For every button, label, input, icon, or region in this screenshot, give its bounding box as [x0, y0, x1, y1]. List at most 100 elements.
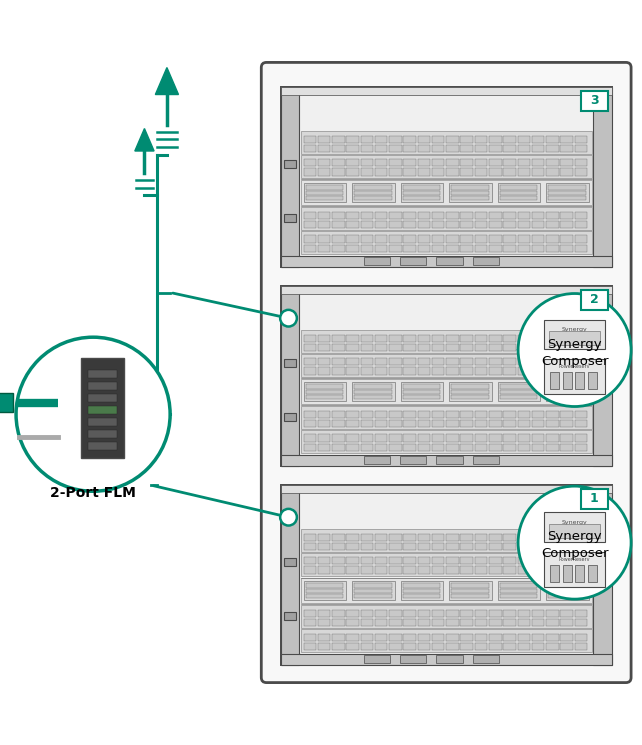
FancyBboxPatch shape: [517, 235, 530, 243]
FancyBboxPatch shape: [281, 485, 612, 493]
FancyBboxPatch shape: [546, 443, 559, 451]
FancyBboxPatch shape: [575, 420, 587, 427]
FancyBboxPatch shape: [304, 434, 316, 442]
FancyBboxPatch shape: [546, 335, 559, 342]
FancyBboxPatch shape: [548, 196, 586, 200]
FancyBboxPatch shape: [389, 367, 402, 375]
FancyBboxPatch shape: [546, 168, 559, 176]
FancyBboxPatch shape: [489, 542, 501, 550]
FancyBboxPatch shape: [318, 358, 331, 366]
FancyBboxPatch shape: [332, 609, 345, 617]
FancyBboxPatch shape: [361, 542, 373, 550]
FancyBboxPatch shape: [418, 212, 430, 219]
FancyBboxPatch shape: [318, 566, 331, 574]
FancyBboxPatch shape: [560, 343, 573, 351]
FancyBboxPatch shape: [587, 565, 596, 582]
FancyBboxPatch shape: [304, 335, 316, 342]
FancyBboxPatch shape: [87, 381, 117, 390]
FancyBboxPatch shape: [489, 145, 501, 152]
FancyBboxPatch shape: [560, 566, 573, 574]
FancyBboxPatch shape: [563, 565, 572, 582]
FancyBboxPatch shape: [503, 410, 516, 418]
FancyBboxPatch shape: [346, 533, 359, 541]
FancyBboxPatch shape: [418, 145, 430, 152]
FancyBboxPatch shape: [546, 212, 559, 219]
FancyBboxPatch shape: [489, 533, 501, 541]
FancyBboxPatch shape: [449, 382, 492, 402]
FancyBboxPatch shape: [332, 643, 345, 650]
FancyBboxPatch shape: [432, 410, 444, 418]
FancyBboxPatch shape: [375, 410, 387, 418]
FancyBboxPatch shape: [403, 343, 416, 351]
FancyBboxPatch shape: [499, 390, 537, 394]
FancyBboxPatch shape: [532, 367, 544, 375]
FancyBboxPatch shape: [281, 256, 612, 267]
FancyBboxPatch shape: [503, 443, 516, 451]
FancyBboxPatch shape: [389, 542, 402, 550]
FancyBboxPatch shape: [363, 656, 390, 663]
FancyBboxPatch shape: [375, 542, 387, 550]
FancyBboxPatch shape: [318, 136, 331, 142]
FancyBboxPatch shape: [575, 372, 584, 390]
FancyBboxPatch shape: [300, 155, 592, 178]
FancyBboxPatch shape: [346, 159, 359, 166]
FancyBboxPatch shape: [593, 286, 612, 466]
FancyBboxPatch shape: [549, 524, 600, 538]
FancyBboxPatch shape: [389, 420, 402, 427]
FancyBboxPatch shape: [575, 335, 587, 342]
FancyBboxPatch shape: [432, 159, 444, 166]
FancyBboxPatch shape: [546, 533, 559, 541]
FancyBboxPatch shape: [517, 221, 530, 228]
FancyBboxPatch shape: [575, 542, 587, 550]
FancyBboxPatch shape: [418, 566, 430, 574]
FancyBboxPatch shape: [403, 367, 416, 375]
FancyBboxPatch shape: [375, 145, 387, 152]
FancyBboxPatch shape: [300, 529, 592, 552]
FancyBboxPatch shape: [498, 581, 541, 600]
FancyBboxPatch shape: [532, 420, 544, 427]
FancyBboxPatch shape: [304, 443, 316, 451]
FancyBboxPatch shape: [304, 619, 316, 626]
FancyBboxPatch shape: [403, 212, 416, 219]
FancyBboxPatch shape: [346, 221, 359, 228]
FancyBboxPatch shape: [403, 235, 416, 243]
FancyBboxPatch shape: [489, 619, 501, 626]
FancyBboxPatch shape: [352, 382, 395, 402]
FancyBboxPatch shape: [503, 145, 516, 152]
FancyBboxPatch shape: [432, 533, 444, 541]
FancyBboxPatch shape: [389, 533, 402, 541]
FancyBboxPatch shape: [544, 359, 605, 394]
FancyBboxPatch shape: [332, 335, 345, 342]
FancyBboxPatch shape: [389, 434, 402, 442]
FancyBboxPatch shape: [375, 643, 387, 650]
FancyBboxPatch shape: [503, 420, 516, 427]
FancyBboxPatch shape: [446, 168, 459, 176]
FancyBboxPatch shape: [532, 136, 544, 142]
FancyBboxPatch shape: [446, 235, 459, 243]
FancyBboxPatch shape: [318, 335, 331, 342]
FancyBboxPatch shape: [332, 221, 345, 228]
FancyBboxPatch shape: [517, 443, 530, 451]
FancyBboxPatch shape: [575, 434, 587, 442]
FancyBboxPatch shape: [361, 212, 373, 219]
FancyBboxPatch shape: [560, 420, 573, 427]
FancyBboxPatch shape: [489, 566, 501, 574]
FancyBboxPatch shape: [432, 212, 444, 219]
FancyBboxPatch shape: [546, 367, 559, 375]
FancyBboxPatch shape: [532, 212, 544, 219]
FancyBboxPatch shape: [489, 136, 501, 142]
FancyBboxPatch shape: [503, 358, 516, 366]
FancyBboxPatch shape: [346, 168, 359, 176]
FancyBboxPatch shape: [489, 367, 501, 375]
FancyBboxPatch shape: [560, 367, 573, 375]
FancyBboxPatch shape: [332, 434, 345, 442]
FancyBboxPatch shape: [474, 343, 487, 351]
FancyBboxPatch shape: [503, 643, 516, 650]
FancyBboxPatch shape: [332, 633, 345, 641]
FancyBboxPatch shape: [503, 434, 516, 442]
FancyBboxPatch shape: [389, 557, 402, 565]
FancyBboxPatch shape: [389, 335, 402, 342]
FancyBboxPatch shape: [403, 191, 440, 195]
FancyBboxPatch shape: [403, 434, 416, 442]
FancyBboxPatch shape: [517, 434, 530, 442]
